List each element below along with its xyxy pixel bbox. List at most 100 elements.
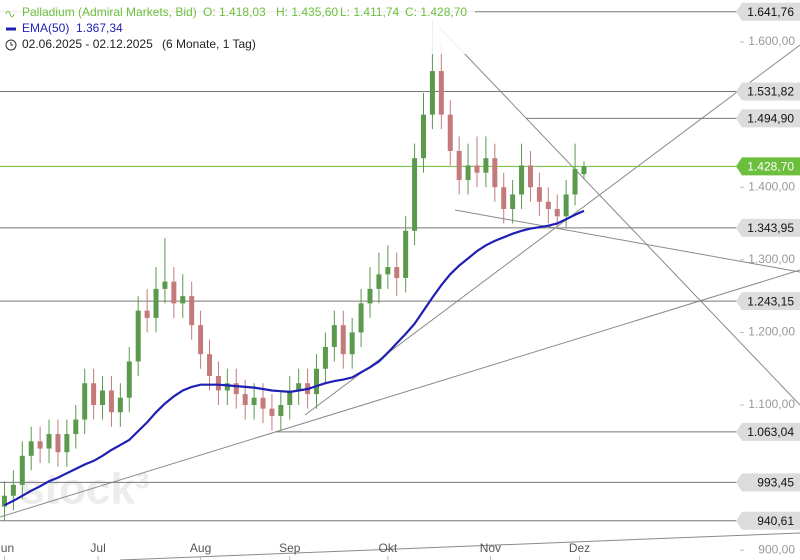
x-tick-label: Dez xyxy=(569,541,590,555)
x-tick-label: Nov xyxy=(480,541,501,555)
candle-body xyxy=(126,361,132,398)
level-label: 1.428,70 xyxy=(747,160,794,174)
clock-icon xyxy=(5,39,17,51)
candle-body xyxy=(447,114,453,151)
y-tick-label: 1.200,00 xyxy=(748,325,795,339)
x-tick-label: Aug xyxy=(190,541,211,555)
candle-body xyxy=(135,310,141,362)
candle-body xyxy=(91,383,97,406)
candle-body xyxy=(287,390,293,406)
instrument-icon xyxy=(5,10,15,18)
candle-body xyxy=(171,281,177,304)
candle-body xyxy=(269,408,275,416)
trend-lines xyxy=(0,27,800,560)
date-range: 02.06.2025 - 02.12.2025 xyxy=(22,37,153,51)
level-box xyxy=(736,292,800,311)
candle-body xyxy=(474,165,480,173)
candle-body xyxy=(349,332,355,355)
period: (6 Monate, 1 Tag) xyxy=(162,37,256,51)
candle-body xyxy=(108,390,114,413)
candle-body xyxy=(420,114,426,159)
candle-body xyxy=(1,495,7,507)
candle-body xyxy=(153,288,159,318)
candle-body xyxy=(189,296,195,326)
level-label: 940,61 xyxy=(757,514,794,528)
candle-body xyxy=(519,165,525,195)
candle-body xyxy=(100,390,106,406)
candle-body xyxy=(46,434,52,449)
candle-body xyxy=(536,187,542,202)
candle-body xyxy=(64,434,70,453)
x-tick-label: Sep xyxy=(279,541,301,555)
candle-body xyxy=(492,158,498,188)
candle-body xyxy=(73,419,79,435)
candle-body xyxy=(438,71,444,115)
y-tick-label: 1.100,00 xyxy=(748,397,795,411)
level-box xyxy=(736,82,800,101)
level-label: 1.531,82 xyxy=(747,85,794,99)
candle-body xyxy=(563,194,569,217)
candle-body xyxy=(278,405,284,416)
candle-body xyxy=(28,441,34,456)
ema-line xyxy=(4,209,585,507)
candle-body xyxy=(37,441,43,449)
candle-body xyxy=(242,394,248,406)
ema-legend: EMA(50) xyxy=(22,21,69,35)
candle-body xyxy=(376,274,382,289)
candle-body xyxy=(501,187,507,210)
y-tick-label: 1.300,00 xyxy=(748,252,795,266)
candle-body xyxy=(510,194,516,210)
ohlc-high: H: 1.435,60 xyxy=(276,5,338,19)
candle-body xyxy=(215,375,221,391)
candle-body xyxy=(429,71,435,115)
candle-body xyxy=(331,325,337,347)
level-label: 1.343,95 xyxy=(747,221,794,235)
candle-body xyxy=(385,267,391,275)
level-box xyxy=(736,218,800,237)
candle-body xyxy=(340,325,346,355)
ema-value: 1.367,34 xyxy=(76,21,123,35)
candle-body xyxy=(322,346,328,369)
ohlc-open: O: 1.418,03 xyxy=(203,5,266,19)
level-label: 993,45 xyxy=(757,476,794,490)
candle-body xyxy=(465,165,471,180)
header-bg xyxy=(0,2,475,54)
candle-body xyxy=(180,296,186,304)
candle-body xyxy=(144,310,150,318)
candle-body xyxy=(403,230,409,278)
candle-body xyxy=(412,158,418,231)
candle-body xyxy=(55,434,61,453)
candle-body xyxy=(572,169,578,195)
candle-body xyxy=(296,383,302,391)
candle-body xyxy=(207,354,213,376)
level-box xyxy=(736,422,800,441)
candle-body xyxy=(554,209,560,217)
candle-body xyxy=(233,383,239,395)
x-tick-label: Jul xyxy=(90,541,105,555)
level-box xyxy=(736,511,800,530)
y-tick-label: 1.400,00 xyxy=(748,179,795,193)
candle-body xyxy=(162,281,168,289)
candle-body xyxy=(19,455,25,485)
candle-body xyxy=(224,383,230,391)
y-tick-label: 900,00 xyxy=(758,542,795,556)
x-tick-label: Jun xyxy=(0,541,14,555)
candle-body xyxy=(198,325,204,355)
level-label: 1.641,76 xyxy=(747,5,794,19)
candle-body xyxy=(117,397,123,413)
level-box xyxy=(736,2,800,21)
clock-hands xyxy=(10,42,13,46)
candle-body xyxy=(394,267,400,278)
candle-body xyxy=(545,201,551,210)
level-box xyxy=(736,157,800,176)
candle-body xyxy=(82,383,88,420)
candle-body xyxy=(581,166,587,175)
candle-body xyxy=(260,397,266,409)
candle-body xyxy=(358,303,364,333)
trend-line xyxy=(304,44,800,416)
candle-body xyxy=(10,484,16,496)
level-box xyxy=(736,109,800,128)
x-tick-label: Okt xyxy=(378,541,397,555)
title: Palladium (Admiral Markets, Bid) xyxy=(22,5,197,19)
level-label: 1.063,04 xyxy=(747,425,794,439)
